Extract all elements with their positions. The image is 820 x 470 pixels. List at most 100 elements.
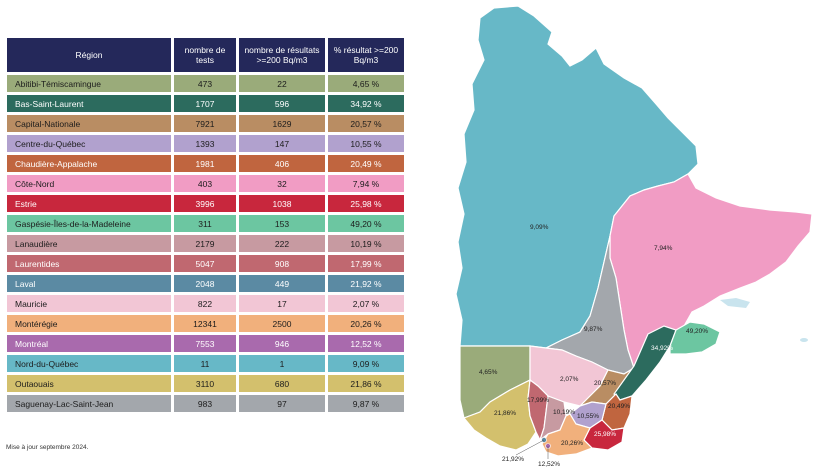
region-cell: Outaouais <box>7 375 171 392</box>
table-row: Capital-Nationale 7921 1629 20,57 % <box>7 115 404 132</box>
table-row: Mauricie 822 17 2,07 % <box>7 295 404 312</box>
label-chaudiere: 20,49% <box>608 403 630 410</box>
percent-cell: 9,87 % <box>328 395 404 412</box>
label-lanaudiere: 10,19% <box>553 409 575 416</box>
results-cell: 596 <box>239 95 325 112</box>
tests-cell: 11 <box>174 355 236 372</box>
tests-cell: 1393 <box>174 135 236 152</box>
region-monteregie <box>541 413 594 457</box>
table-row: Laval 2048 449 21,92 % <box>7 275 404 292</box>
label-saguenay: 9,87% <box>584 326 603 333</box>
percent-cell: 7,94 % <box>328 175 404 192</box>
table-header-row: Région nombre de tests nombre de résulta… <box>7 38 404 72</box>
percent-cell: 9,09 % <box>328 355 404 372</box>
results-cell: 153 <box>239 215 325 232</box>
results-cell: 22 <box>239 75 325 92</box>
region-cell: Côte-Nord <box>7 175 171 192</box>
label-estrie: 25,98% <box>594 431 616 438</box>
table-row: Bas-Saint-Laurent 1707 596 34,92 % <box>7 95 404 112</box>
tests-cell: 3110 <box>174 375 236 392</box>
tests-cell: 2048 <box>174 275 236 292</box>
region-cell: Montréal <box>7 335 171 352</box>
label-capitale-nationale: 20,57% <box>594 380 616 387</box>
label-laurentides: 17,99% <box>527 397 549 404</box>
results-cell: 680 <box>239 375 325 392</box>
region-cell: Lanaudière <box>7 235 171 252</box>
table-row: Gaspésie-Îles-de-la-Madeleine 311 153 49,20… <box>7 215 404 232</box>
label-monteregie: 20,26% <box>561 440 583 447</box>
tests-cell: 3996 <box>174 195 236 212</box>
tests-cell: 7921 <box>174 115 236 132</box>
percent-cell: 10,19 % <box>328 235 404 252</box>
region-cell: Laurentides <box>7 255 171 272</box>
tests-cell: 2179 <box>174 235 236 252</box>
label-cote-nord: 7,94% <box>654 245 673 252</box>
table-body: Abitibi-Témiscamingue 473 22 4,65 % Bas-Sain… <box>7 75 404 412</box>
label-montreal: 12,52% <box>538 461 560 468</box>
results-cell: 2500 <box>239 315 325 332</box>
table-row: Côte-Nord 403 32 7,94 % <box>7 175 404 192</box>
region-cell: Saguenay-Lac-Saint-Jean <box>7 395 171 412</box>
anticosti-island <box>720 298 750 308</box>
table-row: Lanaudière 2179 222 10,19 % <box>7 235 404 252</box>
tests-cell: 473 <box>174 75 236 92</box>
tests-cell: 311 <box>174 215 236 232</box>
table-row: Montérégie 12341 2500 20,26 % <box>7 315 404 332</box>
percent-cell: 20,49 % <box>328 155 404 172</box>
region-cell: Chaudière-Appalache <box>7 155 171 172</box>
region-gaspesie <box>669 321 721 355</box>
percent-cell: 21,86 % <box>328 375 404 392</box>
table-row: Montréal 7553 946 12,52 % <box>7 335 404 352</box>
header-results: nombre de résultats >=200 Bq/m3 <box>239 38 325 72</box>
update-footnote: Mise à jour septembre 2024. <box>6 444 89 451</box>
tests-cell: 1981 <box>174 155 236 172</box>
quebec-map: 9,09% 7,94% 9,87% 49,20% 34,92% 4,65% 2,… <box>455 5 813 468</box>
region-cell: Montérégie <box>7 315 171 332</box>
percent-cell: 20,26 % <box>328 315 404 332</box>
label-bas-saint-laurent: 34,92% <box>651 345 673 352</box>
results-cell: 147 <box>239 135 325 152</box>
region-cell: Estrie <box>7 195 171 212</box>
region-cell: Laval <box>7 275 171 292</box>
table-row: Nord-du-Québec 11 1 9,09 % <box>7 355 404 372</box>
header-percent: % résultat >=200 Bq/m3 <box>328 38 404 72</box>
percent-cell: 4,65 % <box>328 75 404 92</box>
region-cell: Mauricie <box>7 295 171 312</box>
results-cell: 97 <box>239 395 325 412</box>
percent-cell: 2,07 % <box>328 295 404 312</box>
percent-cell: 34,92 % <box>328 95 404 112</box>
label-laval: 21,92% <box>502 456 524 463</box>
table-row: Abitibi-Témiscamingue 473 22 4,65 % <box>7 75 404 92</box>
percent-cell: 12,52 % <box>328 335 404 352</box>
results-cell: 1038 <box>239 195 325 212</box>
radon-results-table: Région nombre de tests nombre de résulta… <box>4 35 407 415</box>
tests-cell: 1707 <box>174 95 236 112</box>
tests-cell: 5047 <box>174 255 236 272</box>
madeleine-islands <box>800 338 808 342</box>
header-region: Région <box>7 38 171 72</box>
label-outaouais: 21,86% <box>494 410 516 417</box>
results-cell: 908 <box>239 255 325 272</box>
percent-cell: 20,57 % <box>328 115 404 132</box>
results-cell: 406 <box>239 155 325 172</box>
percent-cell: 10,55 % <box>328 135 404 152</box>
table-row: Saguenay-Lac-Saint-Jean 983 97 9,87 % <box>7 395 404 412</box>
table-row: Laurentides 5047 908 17,99 % <box>7 255 404 272</box>
region-cell: Capital-Nationale <box>7 115 171 132</box>
region-bas-saint-laurent <box>613 325 677 401</box>
tests-cell: 7553 <box>174 335 236 352</box>
percent-cell: 17,99 % <box>328 255 404 272</box>
tests-cell: 822 <box>174 295 236 312</box>
tests-cell: 12341 <box>174 315 236 332</box>
label-centre-du-quebec: 10,55% <box>577 413 599 420</box>
results-cell: 32 <box>239 175 325 192</box>
label-gaspesie: 49,20% <box>686 328 708 335</box>
results-cell: 1629 <box>239 115 325 132</box>
tests-cell: 403 <box>174 175 236 192</box>
table-row: Centre-du-Québec 1393 147 10,55 % <box>7 135 404 152</box>
results-cell: 946 <box>239 335 325 352</box>
percent-cell: 25,98 % <box>328 195 404 212</box>
laval-leader-line <box>515 439 545 456</box>
table-row: Chaudière-Appalache 1981 406 20,49 % <box>7 155 404 172</box>
table-row: Outaouais 3110 680 21,86 % <box>7 375 404 392</box>
